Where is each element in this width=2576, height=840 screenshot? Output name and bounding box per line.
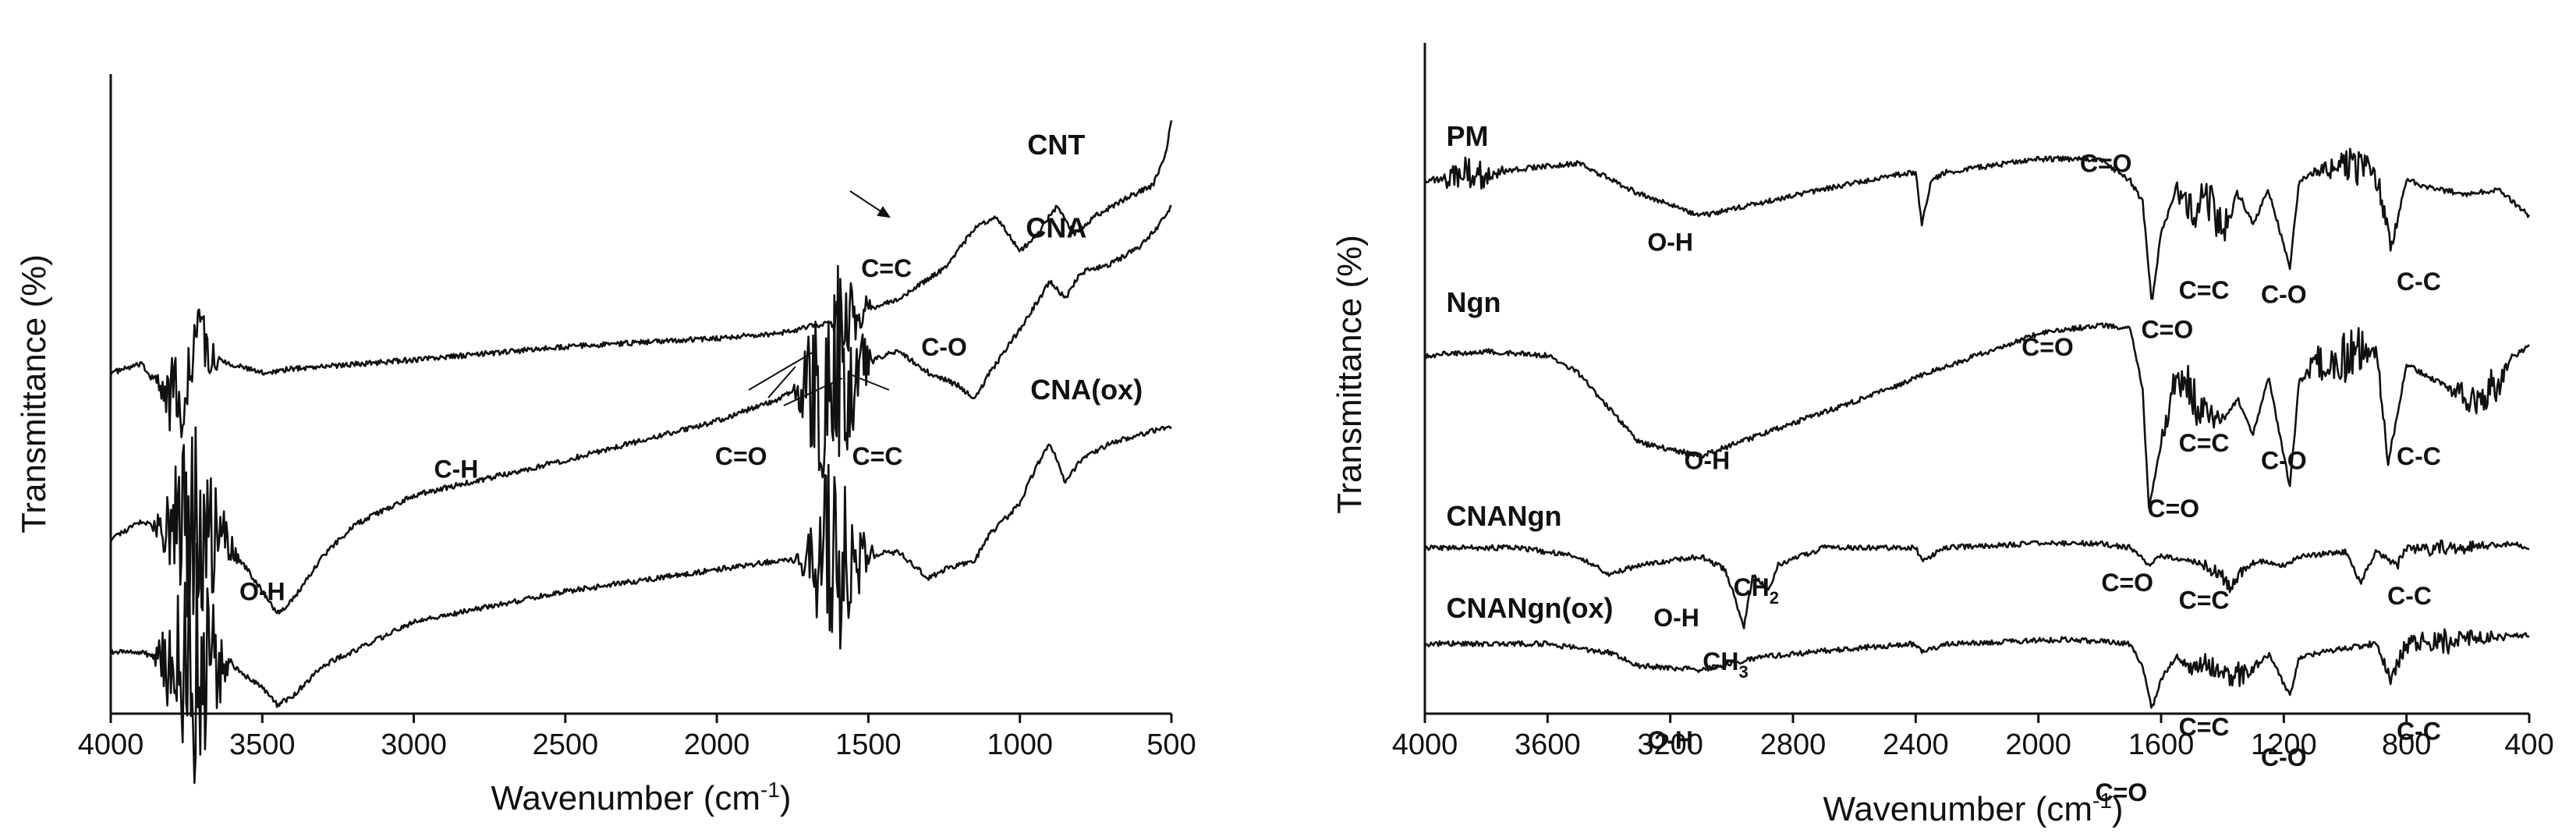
x-tick-label: 2000 [2005,728,2071,761]
right-annotations: PM Ngn CNANgn CNANgn(ox) O-H C=O C=C C-O C=O C-C C… [1447,120,2441,806]
x-tick-label: 800 [2382,728,2431,761]
band-annotation: C=O [2080,150,2132,178]
x-tick-label: 4000 [1392,728,1458,761]
left-arrows [748,190,891,406]
x-tick-label: 2500 [533,728,599,761]
x-tick-label: 3600 [1515,728,1581,761]
annotation-sub: 2 [1770,588,1779,608]
band-annotation: C-O [2261,281,2307,309]
series-label: CNANgn [1447,500,1562,532]
band-annotation: C-C [2397,718,2441,746]
band-annotation: C=C [2179,276,2230,304]
annotation-main: CH [1703,647,1738,675]
band-annotation: C-C [2397,268,2441,296]
band-annotation: O-H [1685,446,1731,474]
band-annotation: C=O [2101,569,2153,597]
left-x-axis-title: Wavenumber (cm-1) [491,778,791,817]
band-annotation: C-H [434,455,479,484]
series-label: CNANgn(ox) [1447,592,1614,624]
left-chart: 4000 3500 3000 2500 2000 1500 1000 500 CNTCNACN… [15,74,1196,817]
x-tick-label: 2000 [684,728,750,761]
x-tick-label: 500 [1146,728,1196,761]
right-series-group [1423,147,2531,709]
x-tick-label: 3200 [1637,728,1703,761]
band-annotation: C-C [2387,582,2432,610]
x-tick-label: 3000 [381,728,447,761]
annotation-sub: 3 [1738,662,1748,682]
series-label: CNA(ox) [1030,374,1143,406]
arrow-co2 [767,366,796,399]
x-tick-label: 1000 [987,728,1053,761]
series-line-ngn [1424,322,2530,509]
band-annotation: C=C [852,442,903,470]
left-annotations: CNT CNA CNA(ox) C=C C-O C-H C=O C=C O-H [239,129,1143,605]
x-tick-label: 1600 [2128,728,2195,761]
band-annotation: O-H [1647,726,1693,754]
x-tick-label: 4000 [78,728,144,761]
left-xlabel-end: ) [780,779,792,817]
series-line-pm [1423,147,2531,300]
arrow-head [877,206,891,218]
right-x-axis-title: Wavenumber (cm-1) [1823,789,2123,828]
left-xlabel-sup: -1 [760,778,780,802]
series-line-cna-ox- [109,425,1172,785]
band-annotation: C-O [2261,743,2307,771]
series-line-cnangn [1423,539,2530,629]
band-annotation: C=O [2096,778,2148,806]
series-line-cna [109,204,1172,618]
band-annotation: C=C [2179,429,2230,457]
series-label: CNA [1026,212,1086,244]
series-label: PM [1447,120,1489,152]
x-tick-label: 1500 [835,728,902,761]
x-tick-label: 3500 [229,728,296,761]
left-series-group [109,120,1173,785]
right-xlabel-main: Wavenumber (cm [1823,790,2092,828]
x-tick-label: 2800 [1760,728,1827,761]
x-tick-label: 2400 [1883,728,1949,761]
band-annotation: C-C [2397,442,2441,470]
band-annotation: C=C [2179,587,2230,615]
left-x-ticks: 4000 3500 3000 2500 2000 1500 1000 500 [78,714,1196,761]
band-annotation: C=O [2142,315,2194,343]
band-annotation: C-O [2261,446,2307,474]
series-line-cnt [109,120,1173,438]
left-y-axis-title: Transmittance (%) [15,254,53,533]
band-annotation: C-O [921,333,967,361]
left-xlabel-main: Wavenumber (cm [491,779,760,817]
band-annotation: C=C [2179,713,2230,741]
band-annotation: C=O [2021,333,2074,361]
right-y-axis-title: Transmittance (%) [1331,235,1369,514]
band-annotation: C=O [715,442,767,470]
series-label: Ngn [1447,286,1501,318]
right-x-ticks: 4000 3600 3200 2800 2400 2000 1600 1200 800 400 [1392,714,2554,761]
right-chart: 4000 3600 3200 2800 2400 2000 1600 1200 800 400 P… [1331,43,2554,828]
band-annotation: C=O [2147,494,2199,523]
band-annotation-subscript: CH2 [1734,573,1779,608]
series-label: CNT [1027,129,1085,161]
band-annotation-subscript: CH3 [1703,647,1748,682]
band-annotation: O-H [1653,604,1699,632]
right-xlabel-sup: -1 [2092,789,2112,813]
band-annotation: O-H [239,577,285,605]
arrow-co1 [748,350,816,391]
right-xlabel-end: ) [2112,790,2124,828]
arrow-co4 [849,374,890,391]
annotation-main: CH [1734,573,1770,601]
arrow-co3 [783,377,843,406]
x-tick-label: 1200 [2251,728,2317,761]
band-annotation: C=C [861,254,912,282]
band-annotation: O-H [1647,228,1693,256]
x-tick-label: 400 [2504,728,2553,761]
series-line-cnangn-ox- [1423,628,2530,709]
